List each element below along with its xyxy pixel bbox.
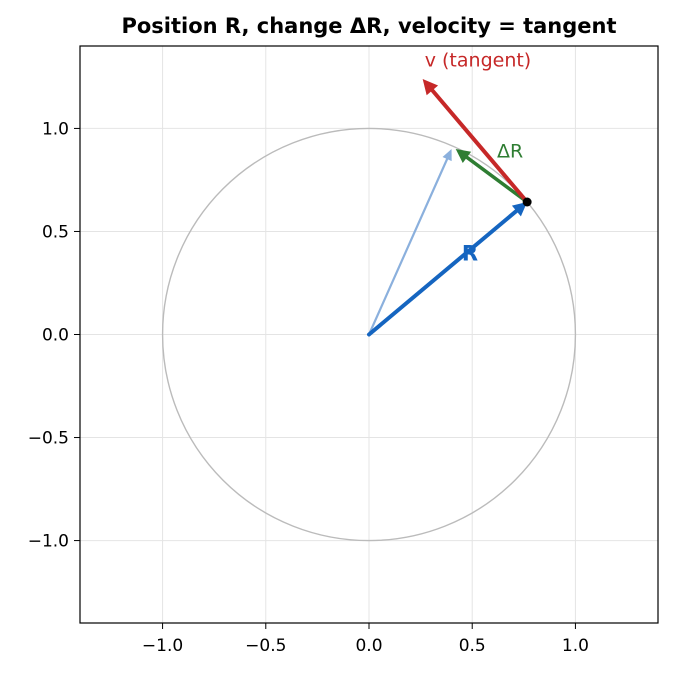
vector-R-label: R: [462, 241, 478, 265]
vector-R: [367, 201, 528, 337]
vector-v-shaft: [429, 86, 530, 204]
y-tick-label: −0.5: [28, 429, 69, 449]
vector-dR-label: ΔR: [497, 140, 523, 162]
vector-dR: [455, 149, 529, 204]
vector-R2: [367, 149, 452, 336]
vector-R-head: [511, 201, 528, 217]
chart-title: Position R, change ΔR, velocity = tangen…: [121, 14, 616, 38]
vector-v-head: [422, 78, 439, 96]
unit-circle: [161, 127, 577, 542]
vector-labels: R ΔR v (tangent): [425, 50, 532, 266]
vector-R2-head: [442, 149, 452, 162]
x-tick-label: 0.0: [355, 636, 382, 656]
y-tick-label: 0.0: [42, 326, 69, 346]
vector-R2-shaft: [367, 156, 450, 336]
vector-R-shaft: [367, 207, 520, 337]
y-tick-label: 1.0: [42, 119, 69, 139]
x-tick-label: −0.5: [245, 636, 286, 656]
vector-dR-head: [455, 149, 472, 163]
x-tick-label: 1.0: [562, 636, 589, 656]
vector-v: [422, 78, 530, 204]
x-tick-label: 0.5: [459, 636, 486, 656]
y-tick-label: −1.0: [28, 532, 69, 552]
vector-v-label: v (tangent): [425, 50, 532, 72]
x-axis-ticks: −1.0 −0.5 0.0 0.5 1.0: [142, 623, 589, 656]
circle-outline: [161, 127, 577, 542]
point-layer: [522, 197, 532, 207]
vector-dR-shaft: [463, 154, 529, 204]
x-tick-label: −1.0: [142, 636, 183, 656]
tip-point: [522, 197, 532, 207]
vectors: [367, 78, 530, 337]
y-tick-label: 0.5: [42, 222, 69, 242]
y-axis-ticks: −1.0 −0.5 0.0 0.5 1.0: [28, 119, 80, 552]
